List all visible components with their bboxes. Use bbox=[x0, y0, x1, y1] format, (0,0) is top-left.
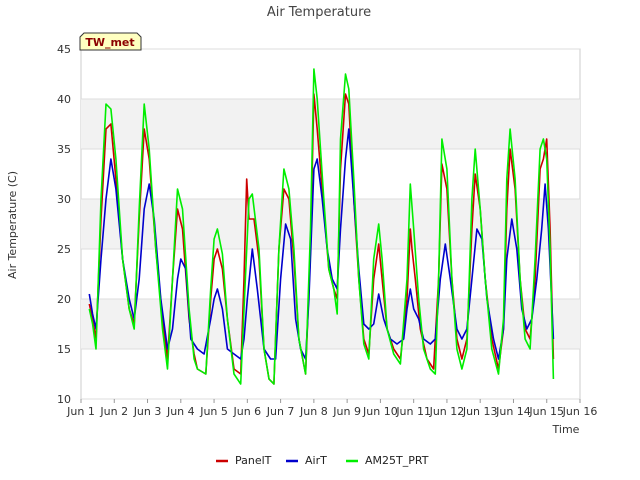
y-tick-label-20: 20 bbox=[57, 293, 71, 306]
x-tick-label-13: Jun 13 bbox=[462, 405, 498, 418]
background-band-1 bbox=[81, 199, 580, 249]
background-band-2 bbox=[81, 99, 580, 149]
y-tick-label-40: 40 bbox=[57, 93, 71, 106]
x-tick-label-5: Jun 5 bbox=[199, 405, 228, 418]
x-tick-label-2: Jun 2 bbox=[99, 405, 128, 418]
y-axis-ticks: 10 15 20 25 30 35 40 45 bbox=[57, 43, 71, 406]
x-tick-label-1: Jun 1 bbox=[66, 405, 95, 418]
station-badge-label: TW_met bbox=[85, 36, 134, 49]
y-tick-label-35: 35 bbox=[57, 143, 71, 156]
y-tick-label-30: 30 bbox=[57, 193, 71, 206]
series-line-AM25T_PRT bbox=[88, 68, 555, 385]
legend: PanelT AirT AM25T_PRT bbox=[216, 454, 429, 467]
chart-title: Air Temperature bbox=[267, 5, 371, 20]
x-tick-label-7: Jun 7 bbox=[266, 405, 295, 418]
y-tick-label-25: 25 bbox=[57, 243, 71, 256]
legend-label-AM25T_PRT: AM25T_PRT bbox=[365, 454, 429, 467]
x-tick-label-16: Jun 16 bbox=[562, 405, 598, 418]
legend-label-AirT: AirT bbox=[305, 454, 327, 467]
station-badge: TW_met bbox=[79, 32, 142, 51]
x-tick-label-9: Jun 9 bbox=[332, 405, 361, 418]
series-layer bbox=[88, 68, 555, 385]
x-tick-label-3: Jun 3 bbox=[133, 405, 162, 418]
x-tick-label-10: Jun 10 bbox=[362, 405, 398, 418]
series-line-AirT bbox=[88, 128, 555, 360]
legend-label-PanelT: PanelT bbox=[235, 454, 272, 467]
y-tick-label-45: 45 bbox=[57, 43, 71, 56]
x-axis-ticks: Jun 1 Jun 2 Jun 3 Jun 4 Jun 5 Jun 6 Jun 7 Jun 8… bbox=[66, 399, 597, 418]
x-tick-label-12: Jun 12 bbox=[429, 405, 465, 418]
x-tick-label-15: Jun 15 bbox=[528, 405, 564, 418]
x-tick-label-8: Jun 8 bbox=[299, 405, 328, 418]
x-tick-label-14: Jun 14 bbox=[495, 405, 531, 418]
x-tick-label-11: Jun 11 bbox=[395, 405, 431, 418]
x-tick-label-4: Jun 4 bbox=[166, 405, 195, 418]
gridlines bbox=[81, 48, 580, 400]
y-tick-label-15: 15 bbox=[57, 343, 71, 356]
x-axis-label: Time bbox=[552, 423, 580, 436]
x-tick-label-6: Jun 6 bbox=[232, 405, 261, 418]
y-axis-label: Air Temperature (C) bbox=[6, 171, 19, 279]
y-tick-label-10: 10 bbox=[57, 393, 71, 406]
